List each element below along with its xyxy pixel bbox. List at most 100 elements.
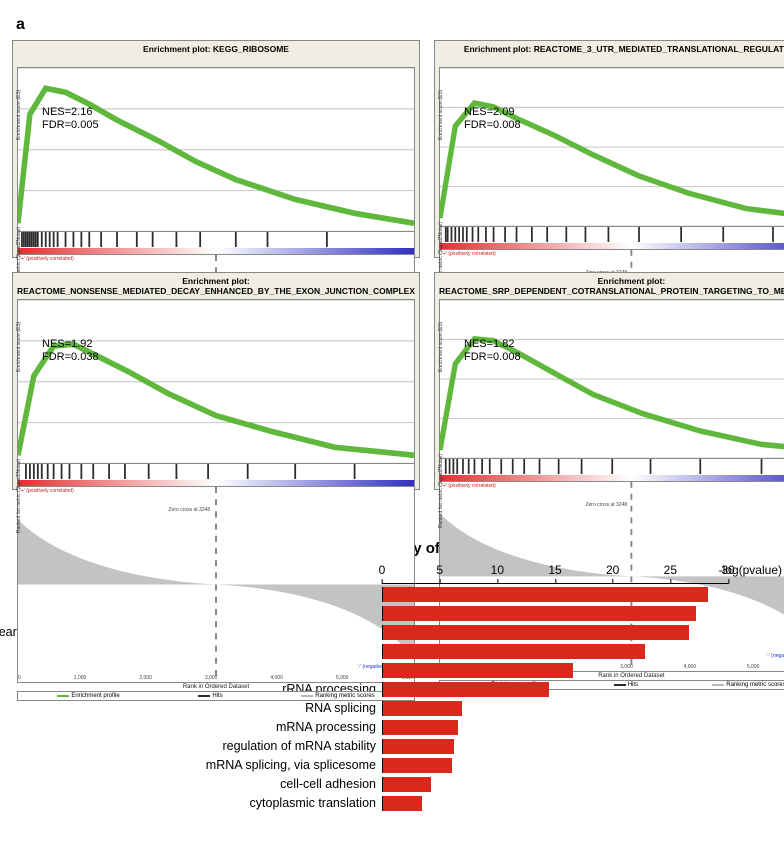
go-bar — [383, 606, 696, 621]
gsea-stats: NES=1.82FDR=0.008 — [464, 338, 521, 364]
nes-value: NES=1.82 — [464, 338, 521, 351]
go-bar — [383, 701, 462, 716]
nes-value: NES=2.09 — [464, 106, 521, 119]
yaxis-metric-label: Ranked list metric (Signal2Noise) — [438, 454, 444, 528]
go-bar — [383, 644, 645, 659]
go-bar-cell — [382, 718, 772, 737]
go-bar-track — [382, 606, 728, 621]
go-bar-track — [382, 587, 728, 602]
go-xaxis-tick: 20 — [606, 563, 619, 577]
go-xaxis: 051015202530-log(pvalue) — [382, 563, 772, 585]
gsea-plot: Enrichment plot: REACTOME_NONSENSE_MEDIA… — [12, 272, 420, 490]
panel-letter-a: a — [16, 16, 772, 34]
go-xaxis-tick: 25 — [664, 563, 677, 577]
gsea-plot-title: Enrichment plot: REACTOME_SRP_DEPENDENT_… — [439, 277, 784, 297]
zero-cross-label: Zero cross at 3248 — [168, 507, 210, 513]
go-bar — [383, 625, 689, 640]
rank-metric-area: '+' (positively correlated) Zero cross at… — [17, 487, 415, 683]
go-bar — [383, 758, 452, 773]
go-bar-cell — [382, 699, 772, 718]
go-bar — [383, 587, 708, 602]
fdr-value: FDR=0.008 — [464, 119, 521, 132]
go-bar-track — [382, 701, 728, 716]
pos-corr-label: '+' (positively correlated) — [20, 256, 74, 262]
go-bar-label: regulation of mRNA stability — [12, 737, 382, 756]
gsea-plot: Enrichment plot: REACTOME_3_UTR_MEDIATED… — [434, 40, 784, 258]
fdr-value: FDR=0.038 — [42, 351, 99, 364]
gsea-legend: Enrichment profileHitsRanking metric sco… — [17, 691, 415, 701]
xaxis-ticks: 01,0002,0003,0004,0005,0006,000 — [18, 675, 414, 681]
go-bar-track — [382, 758, 728, 773]
go-xaxis-tick: 5 — [436, 563, 443, 577]
hits-area — [17, 232, 415, 255]
go-xaxis-tick: 15 — [548, 563, 561, 577]
hits-area — [439, 459, 784, 482]
go-bar-cell — [382, 604, 772, 623]
go-bar-cell — [382, 661, 772, 680]
go-bar-track — [382, 644, 728, 659]
go-xaxis-tick: 10 — [491, 563, 504, 577]
rank-gradient — [440, 243, 784, 249]
pos-corr-label: '+' (positively correlated) — [442, 483, 496, 489]
yaxis-es-label: Enrichment score (ES) — [438, 90, 444, 140]
go-xaxis-tick: 0 — [379, 563, 386, 577]
go-bar — [383, 682, 549, 697]
go-bar-track — [382, 739, 728, 754]
gsea-stats: NES=1.92FDR=0.038 — [42, 338, 99, 364]
gsea-grid: Enrichment plot: KEGG_RIBOSOMEEnrichment… — [12, 40, 772, 490]
go-bar-cell — [382, 680, 772, 699]
es-curve-area: Enrichment score (ES) NES=1.82FDR=0.008 — [439, 299, 784, 459]
gsea-plot-title: Enrichment plot: REACTOME_NONSENSE_MEDIA… — [17, 277, 415, 297]
go-bar-cell — [382, 794, 772, 813]
go-bar-label: RNA splicing — [12, 699, 382, 718]
go-bar-cell — [382, 642, 772, 661]
go-bar — [383, 663, 573, 678]
hits-area — [439, 227, 784, 250]
go-bar-cell — [382, 756, 772, 775]
go-bar-cell — [382, 623, 772, 642]
yaxis-es-label: Enrichment score (ES) — [438, 322, 444, 372]
go-bar — [383, 796, 422, 811]
fdr-value: FDR=0.008 — [464, 351, 521, 364]
go-bar-track — [382, 663, 728, 678]
yaxis-es-label: Enrichment score (ES) — [16, 322, 22, 372]
go-bar-label: mRNA splicing, via splicesome — [12, 756, 382, 775]
go-bar-track — [382, 625, 728, 640]
gsea-plot: Enrichment plot: KEGG_RIBOSOMEEnrichment… — [12, 40, 420, 258]
yaxis-metric-label: Ranked list metric (Signal2Noise) — [16, 459, 22, 533]
yaxis-es-label: Enrichment score (ES) — [16, 90, 22, 140]
pos-corr-label: '+' (positively correlated) — [20, 488, 74, 494]
gsea-plot-title: Enrichment plot: REACTOME_3_UTR_MEDIATED… — [439, 45, 784, 65]
go-bar-track — [382, 682, 728, 697]
es-curve-area: Enrichment score (ES) NES=2.09FDR=0.008 — [439, 67, 784, 227]
go-bar-label: mRNA processing — [12, 718, 382, 737]
rank-gradient — [18, 480, 414, 486]
nes-value: NES=2.16 — [42, 106, 99, 119]
rank-gradient — [18, 248, 414, 254]
es-curve-area: Enrichment score (ES) NES=2.16FDR=0.005 — [17, 67, 415, 232]
go-bar-label: cell-cell adhesion — [12, 775, 382, 794]
gsea-stats: NES=2.09FDR=0.008 — [464, 106, 521, 132]
hits-area — [17, 464, 415, 487]
go-bar — [383, 777, 431, 792]
es-curve-area: Enrichment score (ES) NES=1.92FDR=0.038 — [17, 299, 415, 464]
xaxis-label: Rank in Ordered Dataset — [17, 684, 415, 690]
go-bar-label: cytoplasmic translation — [12, 794, 382, 813]
zero-cross-label: Zero cross at 3248 — [585, 502, 627, 508]
pos-corr-label: '+' (positively correlated) — [442, 251, 496, 257]
gsea-plot-title: Enrichment plot: KEGG_RIBOSOME — [17, 45, 415, 65]
go-xaxis-label: -log(pvalue) — [719, 563, 782, 577]
go-bar-cell — [382, 775, 772, 794]
go-bar — [383, 720, 458, 735]
rank-gradient — [440, 475, 784, 481]
go-bar-track — [382, 720, 728, 735]
go-bar — [383, 739, 454, 754]
nes-value: NES=1.92 — [42, 338, 99, 351]
gsea-plot: Enrichment plot: REACTOME_SRP_DEPENDENT_… — [434, 272, 784, 490]
go-bar-cell — [382, 585, 772, 604]
go-bar-cell — [382, 737, 772, 756]
go-bar-track — [382, 777, 728, 792]
go-bar-track — [382, 796, 728, 811]
fdr-value: FDR=0.005 — [42, 119, 99, 132]
gsea-stats: NES=2.16FDR=0.005 — [42, 106, 99, 132]
